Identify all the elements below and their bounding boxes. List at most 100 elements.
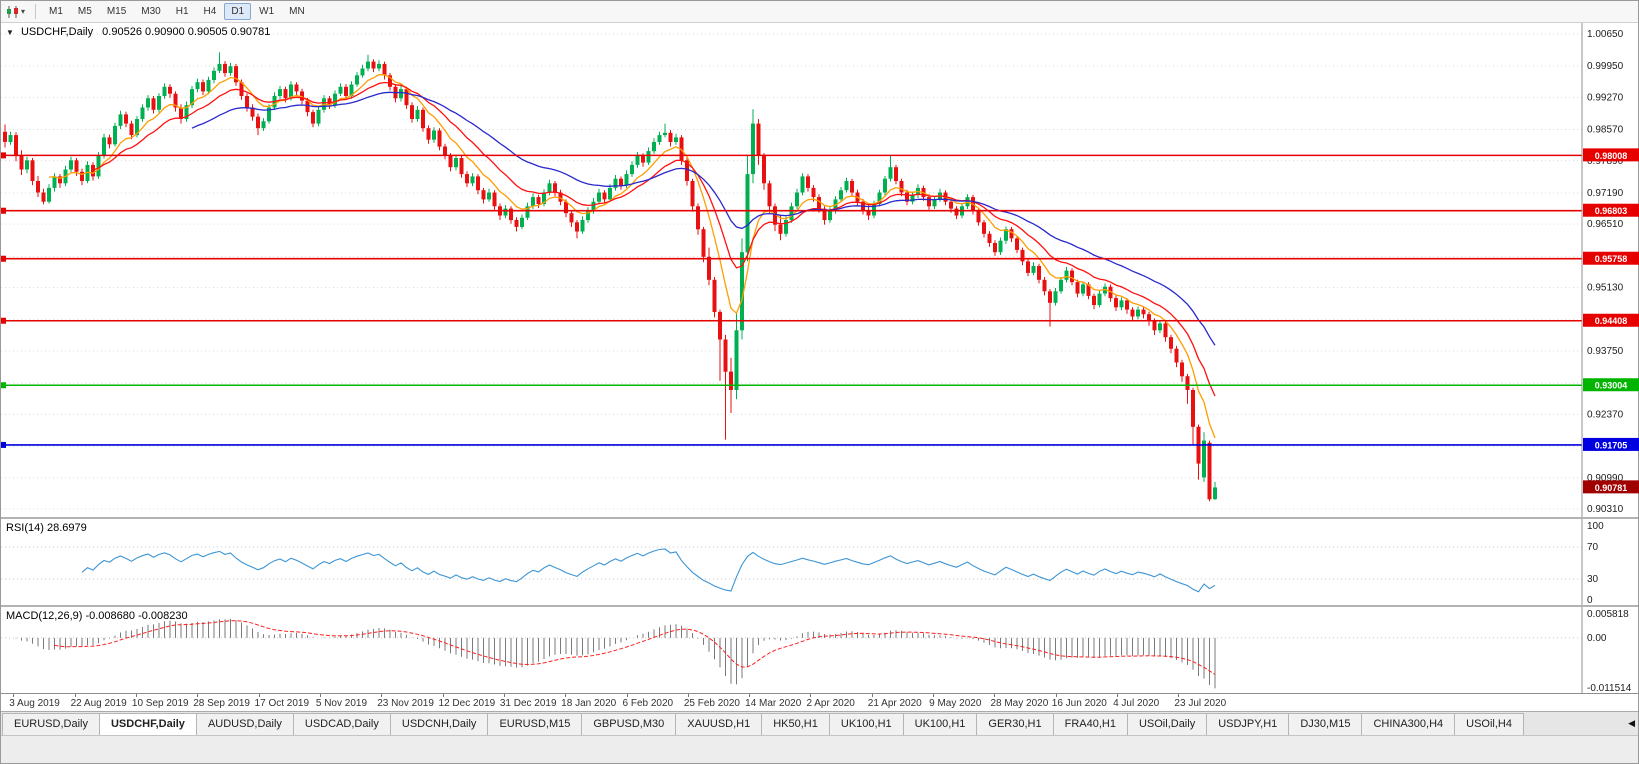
date-label: 22 Aug 2019 xyxy=(70,698,127,709)
svg-text:0.005818: 0.005818 xyxy=(1587,609,1629,620)
date-label: 18 Jan 2020 xyxy=(561,698,617,709)
chart-tab-usoil-h4[interactable]: USOil,H4 xyxy=(1454,713,1524,735)
collapse-icon[interactable]: ▼ xyxy=(6,28,14,37)
date-label: 23 Jul 2020 xyxy=(1174,698,1227,709)
date-label: 5 Nov 2019 xyxy=(315,698,368,709)
chart-tab-fra40-h1[interactable]: FRA40,H1 xyxy=(1052,713,1128,735)
timeframe-button-w1[interactable]: W1 xyxy=(259,6,275,17)
date-axis-tick xyxy=(871,694,873,697)
chart-symbol-label: USDCHF,Daily xyxy=(20,26,94,38)
date-axis-tick xyxy=(933,694,935,697)
date-axis-tick xyxy=(442,694,444,697)
chart-tab-gbpusd-m30[interactable]: GBPUSD,M30 xyxy=(581,713,677,735)
date-axis-tick xyxy=(74,694,76,697)
svg-text:0.94408: 0.94408 xyxy=(1595,316,1628,326)
timeframe-button-d1[interactable]: D1 xyxy=(224,3,252,20)
timeframe-button-m15[interactable]: M15 xyxy=(106,6,127,17)
svg-text:70: 70 xyxy=(1587,542,1599,553)
chart-tab-china300-h4[interactable]: CHINA300,H4 xyxy=(1361,713,1456,735)
chart-tab-dj30-m15[interactable]: DJ30,M15 xyxy=(1288,713,1363,735)
chart-tab-usdcad-daily[interactable]: USDCAD,Daily xyxy=(292,713,391,735)
tab-scroll-left-icon[interactable]: ◀ xyxy=(1628,718,1635,728)
date-axis-tick xyxy=(687,694,689,697)
date-axis-tick xyxy=(13,694,15,697)
svg-text:0: 0 xyxy=(1587,595,1593,605)
chart-tab-usdchf-daily[interactable]: USDCHF,Daily xyxy=(98,713,197,735)
date-label: 28 Sep 2019 xyxy=(193,698,250,709)
timeframe-button-m1[interactable]: M1 xyxy=(49,6,63,17)
chart-type-dropdown-icon[interactable]: ▾ xyxy=(21,7,26,16)
date-label: 16 Jun 2020 xyxy=(1051,698,1107,709)
date-axis-tick xyxy=(1055,694,1057,697)
date-axis-tick xyxy=(197,694,199,697)
rsi-indicator-label: RSI(14) 28.6979 xyxy=(6,522,87,534)
chart-tab-audusd-daily[interactable]: AUDUSD,Daily xyxy=(195,713,294,735)
date-label: 9 May 2020 xyxy=(929,698,982,709)
date-label: 28 May 2020 xyxy=(990,698,1049,709)
chart-tab-usoil-daily[interactable]: USOil,Daily xyxy=(1126,713,1208,735)
timeframe-button-m5[interactable]: M5 xyxy=(77,6,92,17)
chart-type-icon[interactable] xyxy=(6,5,20,19)
date-label: 23 Nov 2019 xyxy=(377,698,434,709)
svg-text:0.90310: 0.90310 xyxy=(1587,504,1624,515)
chart-tab-uk100-h1[interactable]: UK100,H1 xyxy=(828,713,904,735)
date-axis-tick xyxy=(1178,694,1180,697)
date-label: 14 Mar 2020 xyxy=(745,698,802,709)
chart-tab-eurusd-daily[interactable]: EURUSD,Daily xyxy=(2,713,100,735)
date-label: 21 Apr 2020 xyxy=(867,698,922,709)
main-chart-canvas[interactable]: 1.006500.999500.992700.985700.978900.971… xyxy=(1,23,1639,517)
chart-tab-eurusd-m15[interactable]: EURUSD,M15 xyxy=(487,713,583,735)
date-axis-tick xyxy=(626,694,628,697)
date-label: 2 Apr 2020 xyxy=(806,698,855,709)
svg-text:1.00650: 1.00650 xyxy=(1587,29,1624,40)
svg-text:30: 30 xyxy=(1587,574,1599,585)
date-label: 6 Feb 2020 xyxy=(622,698,674,709)
svg-text:0.00: 0.00 xyxy=(1587,633,1607,644)
svg-text:100: 100 xyxy=(1587,521,1604,532)
rsi-panel: RSI(14) 28.6979 100 70 30 0 xyxy=(1,517,1638,605)
chart-tab-usdcnh-daily[interactable]: USDCNH,Daily xyxy=(389,713,489,735)
date-label: 10 Sep 2019 xyxy=(131,698,189,709)
svg-text:0.96510: 0.96510 xyxy=(1587,219,1624,230)
chart-tab-strip: EURUSD,Daily USDCHF,Daily AUDUSD,Daily USDC… xyxy=(1,712,1622,735)
timeframe-button-group: M1 M5 M15 M30 H1 H4 D1 W1 MN xyxy=(42,3,312,20)
chart-tab-usdjpy-h1[interactable]: USDJPY,H1 xyxy=(1206,713,1290,735)
timeframe-button-mn[interactable]: MN xyxy=(289,6,305,17)
svg-text:0.95758: 0.95758 xyxy=(1595,254,1628,264)
svg-text:0.92370: 0.92370 xyxy=(1587,409,1624,420)
svg-text:0.90990: 0.90990 xyxy=(1587,473,1624,484)
date-axis-tick xyxy=(565,694,567,697)
svg-text:0.98570: 0.98570 xyxy=(1587,125,1624,136)
toolbar-separator xyxy=(35,4,37,19)
candlestick-glyph xyxy=(7,5,18,18)
chart-tab-xauusd-h1[interactable]: XAUUSD,H1 xyxy=(675,713,763,735)
date-label: 17 Oct 2019 xyxy=(254,698,310,709)
status-bar xyxy=(1,735,1638,763)
chart-title: ▼ USDCHF,Daily 0.90526 0.90900 0.90505 0… xyxy=(6,26,270,38)
date-axis-tick xyxy=(1117,694,1119,697)
timeframe-button-h4[interactable]: H4 xyxy=(203,6,217,17)
date-axis-tick xyxy=(381,694,383,697)
date-axis-tick xyxy=(503,694,505,697)
timeframe-button-h1[interactable]: H1 xyxy=(175,6,189,17)
date-axis-tick xyxy=(810,694,812,697)
rsi-canvas[interactable]: 100 70 30 0 xyxy=(1,519,1639,605)
date-label: 3 Aug 2019 xyxy=(9,698,60,709)
svg-text:0.90781: 0.90781 xyxy=(1595,483,1628,493)
svg-text:0.97190: 0.97190 xyxy=(1587,188,1624,199)
svg-text:0.93750: 0.93750 xyxy=(1587,346,1624,357)
main-chart-panel: ▼ USDCHF,Daily 0.90526 0.90900 0.90505 0… xyxy=(1,23,1639,517)
chart-tab-hk50-h1[interactable]: HK50,H1 xyxy=(761,713,830,735)
date-label: 25 Feb 2020 xyxy=(683,698,740,709)
svg-text:0.99950: 0.99950 xyxy=(1587,61,1624,72)
date-axis-tick xyxy=(749,694,751,697)
chart-tab-uk100-h1[interactable]: UK100,H1 xyxy=(902,713,978,735)
timeframe-button-m30[interactable]: M30 xyxy=(141,6,161,17)
svg-text:0.93004: 0.93004 xyxy=(1595,381,1628,391)
time-axis[interactable]: 3 Aug 2019 22 Aug 2019 10 Sep 2019 28 Sep 2… xyxy=(1,693,1638,711)
macd-canvas[interactable]: 0.005818 0.00 -0.011514 xyxy=(1,607,1639,693)
chart-tab-ger30-h1[interactable]: GER30,H1 xyxy=(976,713,1054,735)
date-label: 31 Dec 2019 xyxy=(499,698,557,709)
chart-tab-bar: EURUSD,Daily USDCHF,Daily AUDUSD,Daily USDC… xyxy=(1,711,1638,735)
